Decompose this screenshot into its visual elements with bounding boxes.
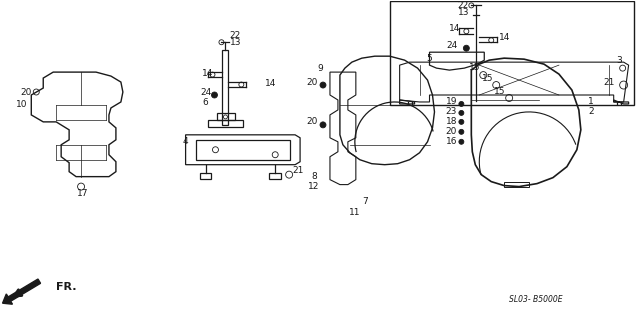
Text: 7: 7 <box>362 197 367 206</box>
Text: 15: 15 <box>481 74 493 83</box>
Circle shape <box>211 92 218 98</box>
Text: 16: 16 <box>445 137 457 146</box>
Text: 21: 21 <box>292 166 304 175</box>
Text: 20: 20 <box>445 127 457 136</box>
Text: 12: 12 <box>308 182 320 191</box>
Text: 8: 8 <box>311 172 317 181</box>
Text: 14: 14 <box>449 24 460 33</box>
Circle shape <box>459 101 464 107</box>
Text: 13: 13 <box>230 38 241 47</box>
Text: 3: 3 <box>616 56 621 65</box>
Text: 5: 5 <box>427 54 433 63</box>
Text: 4: 4 <box>183 137 188 146</box>
Text: 19: 19 <box>445 98 457 107</box>
Text: 17: 17 <box>77 189 89 198</box>
Circle shape <box>320 122 326 128</box>
Circle shape <box>463 45 469 51</box>
Text: 22: 22 <box>230 31 241 40</box>
Text: 22: 22 <box>458 1 469 10</box>
Text: SL03- B5000E: SL03- B5000E <box>509 294 563 304</box>
Circle shape <box>459 139 464 144</box>
Text: 15: 15 <box>495 86 506 95</box>
Text: 20: 20 <box>307 117 317 126</box>
Text: 10: 10 <box>15 100 27 109</box>
Text: 1: 1 <box>588 98 594 107</box>
Text: FR.: FR. <box>56 282 77 292</box>
Bar <box>390 1 634 105</box>
Text: 20: 20 <box>307 78 317 86</box>
Circle shape <box>459 110 464 115</box>
Text: 14: 14 <box>202 69 213 78</box>
Circle shape <box>459 129 464 134</box>
Circle shape <box>320 82 326 88</box>
Text: 11: 11 <box>349 208 360 217</box>
Text: 15: 15 <box>468 63 480 72</box>
Text: 9: 9 <box>317 63 323 73</box>
Text: 14: 14 <box>264 78 276 87</box>
Text: 18: 18 <box>445 117 457 126</box>
FancyArrow shape <box>3 279 40 304</box>
Circle shape <box>459 119 464 124</box>
Text: 23: 23 <box>445 108 457 116</box>
Text: 14: 14 <box>499 33 510 42</box>
Text: 24: 24 <box>447 41 458 50</box>
Text: 21: 21 <box>603 78 614 86</box>
Text: 6: 6 <box>203 99 209 108</box>
Text: 24: 24 <box>200 87 211 97</box>
Text: 13: 13 <box>458 8 469 17</box>
Text: 2: 2 <box>588 108 594 116</box>
Text: 20: 20 <box>20 87 32 97</box>
